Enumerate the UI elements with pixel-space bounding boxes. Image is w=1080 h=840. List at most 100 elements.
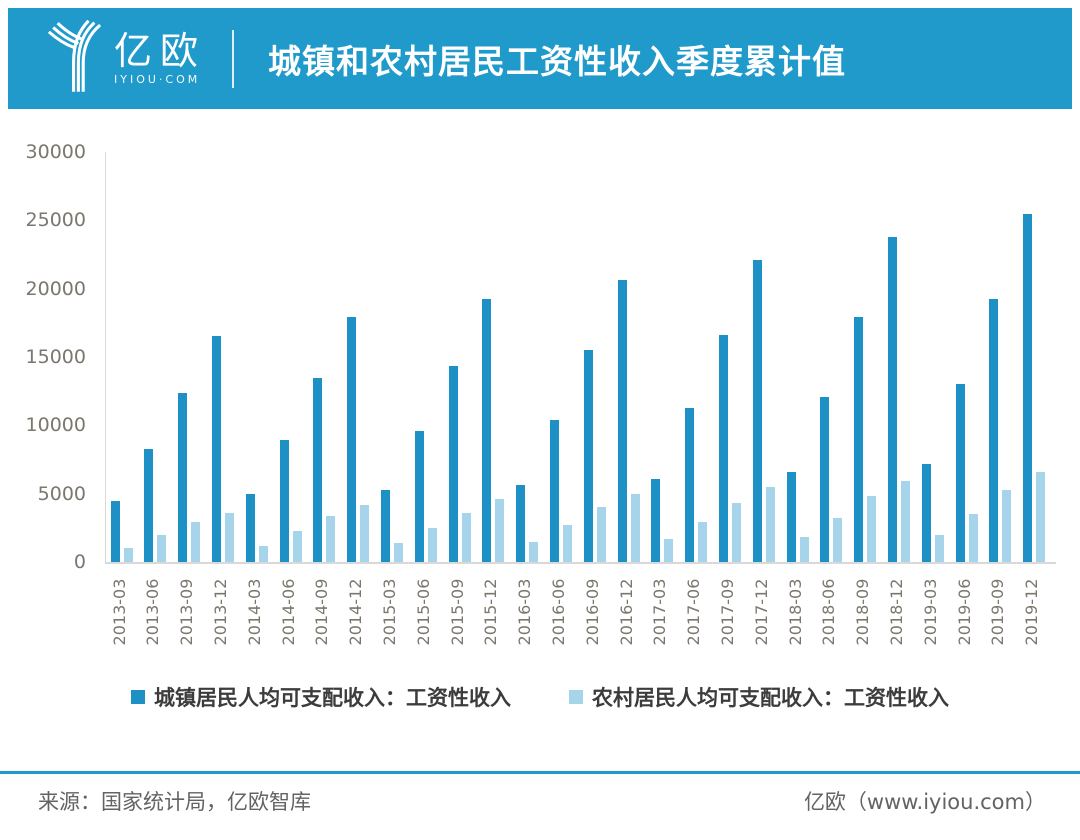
bar-rural-2015-09 (461, 512, 471, 562)
x-tick-label: 2015-03 (379, 578, 399, 646)
legend-label-urban: 城镇居民人均可支配收入：工资性收入 (154, 686, 511, 710)
bar-urban-2015-12 (482, 298, 492, 562)
logo-domain: IYIOU·COM (114, 72, 201, 86)
x-tick-label: 2015-06 (413, 578, 433, 646)
x-tick-label: 2018-09 (853, 578, 873, 646)
bar-urban-2019-09 (989, 298, 999, 562)
x-tick-label: 2019-12 (1022, 578, 1042, 646)
x-tick-label: 2014-06 (278, 578, 298, 646)
bar-rural-2014-03 (258, 545, 268, 562)
bar-rural-2017-09 (731, 503, 741, 562)
bar-urban-2014-12 (347, 316, 357, 562)
bar-rural-2016-12 (630, 493, 640, 562)
y-axis-label: 5000 (37, 482, 86, 505)
x-tick-label: 2014-03 (244, 578, 264, 646)
legend-label-rural: 农村居民人均可支配收入：工资性收入 (592, 686, 949, 710)
x-tick-label: 2014-09 (312, 578, 332, 646)
bar-urban-2016-03 (516, 484, 526, 562)
x-tick-label: 2019-09 (988, 578, 1008, 646)
bar-rural-2019-03 (934, 534, 944, 562)
bar-rural-2016-03 (529, 541, 539, 562)
site-text: 亿欧（www.iyiou.com） (803, 790, 1046, 814)
bar-rural-2013-12 (224, 513, 234, 562)
bar-urban-2013-12 (211, 335, 221, 562)
x-tick-label: 2013-12 (210, 578, 230, 646)
x-tick-label: 2015-09 (447, 578, 467, 646)
x-tick-label: 2016-06 (548, 578, 568, 646)
iyiou-logo-icon (46, 19, 104, 98)
footer-divider (0, 771, 1080, 774)
x-tick-label: 2019-06 (954, 578, 974, 646)
bar-rural-2014-06 (292, 530, 302, 562)
bar-urban-2019-03 (921, 464, 931, 562)
bar-urban-2014-03 (245, 493, 255, 562)
bar-urban-2017-06 (685, 408, 695, 562)
bar-rural-2019-12 (1036, 471, 1046, 562)
legend-swatch-urban (131, 690, 145, 704)
x-tick-label: 2013-09 (177, 578, 197, 646)
legend-swatch-rural (569, 690, 583, 704)
bar-urban-2018-12 (887, 236, 897, 562)
page-title: 城镇和农村居民工资性收入季度累计值 (268, 41, 847, 81)
bar-urban-2017-12 (752, 259, 762, 562)
x-axis-line (105, 562, 1056, 564)
logo: 亿欧 IYIOU·COM (46, 19, 206, 98)
header-divider (232, 29, 235, 88)
bar-urban-2018-09 (854, 317, 864, 562)
bar-urban-2018-06 (820, 396, 830, 562)
logo-name: 亿欧 (114, 28, 207, 73)
bar-urban-2016-09 (583, 350, 593, 562)
bar-rural-2019-06 (968, 514, 978, 562)
y-axis-label: 15000 (25, 346, 86, 368)
x-tick-label: 2014-12 (346, 578, 366, 646)
bar-rural-2017-03 (664, 538, 674, 562)
x-tick-label: 2013-03 (109, 578, 129, 646)
bar-urban-2013-06 (144, 449, 154, 562)
x-tick-label: 2018-03 (785, 578, 805, 646)
bar-rural-2019-09 (1002, 490, 1012, 562)
bar-urban-2013-03 (110, 501, 120, 562)
y-axis-label: 0 (73, 551, 86, 573)
bar-rural-2017-12 (765, 486, 775, 562)
x-tick-label: 2018-12 (886, 578, 906, 646)
legend-item-urban: 城镇居民人均可支配收入：工资性收入 (131, 682, 511, 712)
legend: 城镇居民人均可支配收入：工资性收入 农村居民人均可支配收入：工资性收入 (0, 682, 1080, 712)
x-tick-label: 2015-12 (481, 578, 501, 646)
x-tick-label: 2017-12 (751, 578, 771, 646)
y-axis-label: 20000 (25, 277, 86, 300)
bar-rural-2015-06 (427, 527, 437, 562)
bar-urban-2015-09 (448, 365, 458, 562)
x-tick-label: 2017-09 (717, 578, 737, 646)
bar-urban-2016-12 (617, 279, 627, 562)
bar-rural-2014-09 (326, 515, 336, 562)
logo-text: 亿欧 IYIOU·COM (114, 32, 206, 86)
bar-urban-2017-09 (718, 335, 728, 562)
bar-urban-2015-03 (380, 490, 390, 562)
bar-urban-2015-06 (414, 431, 424, 562)
x-tick-label: 2013-06 (143, 578, 163, 646)
y-axis-label: 30000 (25, 141, 86, 163)
bar-urban-2016-06 (549, 419, 559, 562)
bar-urban-2017-03 (651, 478, 661, 562)
bar-rural-2017-06 (698, 521, 708, 562)
x-tick-label: 2017-03 (650, 578, 670, 646)
x-tick-label: 2019-03 (920, 578, 940, 646)
y-axis-label: 10000 (25, 414, 86, 437)
bar-rural-2014-12 (360, 505, 370, 562)
y-axis-label: 25000 (25, 209, 86, 232)
bar-urban-2019-06 (955, 384, 965, 562)
y-axis-line (105, 152, 106, 562)
x-tick-label: 2016-03 (515, 578, 535, 646)
bar-rural-2015-03 (393, 542, 403, 562)
bar-rural-2018-06 (833, 517, 843, 562)
legend-item-rural: 农村居民人均可支配收入：工资性收入 (569, 682, 949, 712)
bar-rural-2018-03 (799, 536, 809, 562)
bar-rural-2018-12 (900, 480, 910, 562)
x-tick-label: 2017-06 (684, 578, 704, 646)
x-tick-label: 2016-12 (616, 578, 636, 646)
bar-urban-2019-12 (1023, 213, 1033, 562)
bar-rural-2015-12 (495, 499, 505, 562)
bar-urban-2013-09 (178, 393, 188, 562)
bar-rural-2013-09 (191, 522, 201, 562)
